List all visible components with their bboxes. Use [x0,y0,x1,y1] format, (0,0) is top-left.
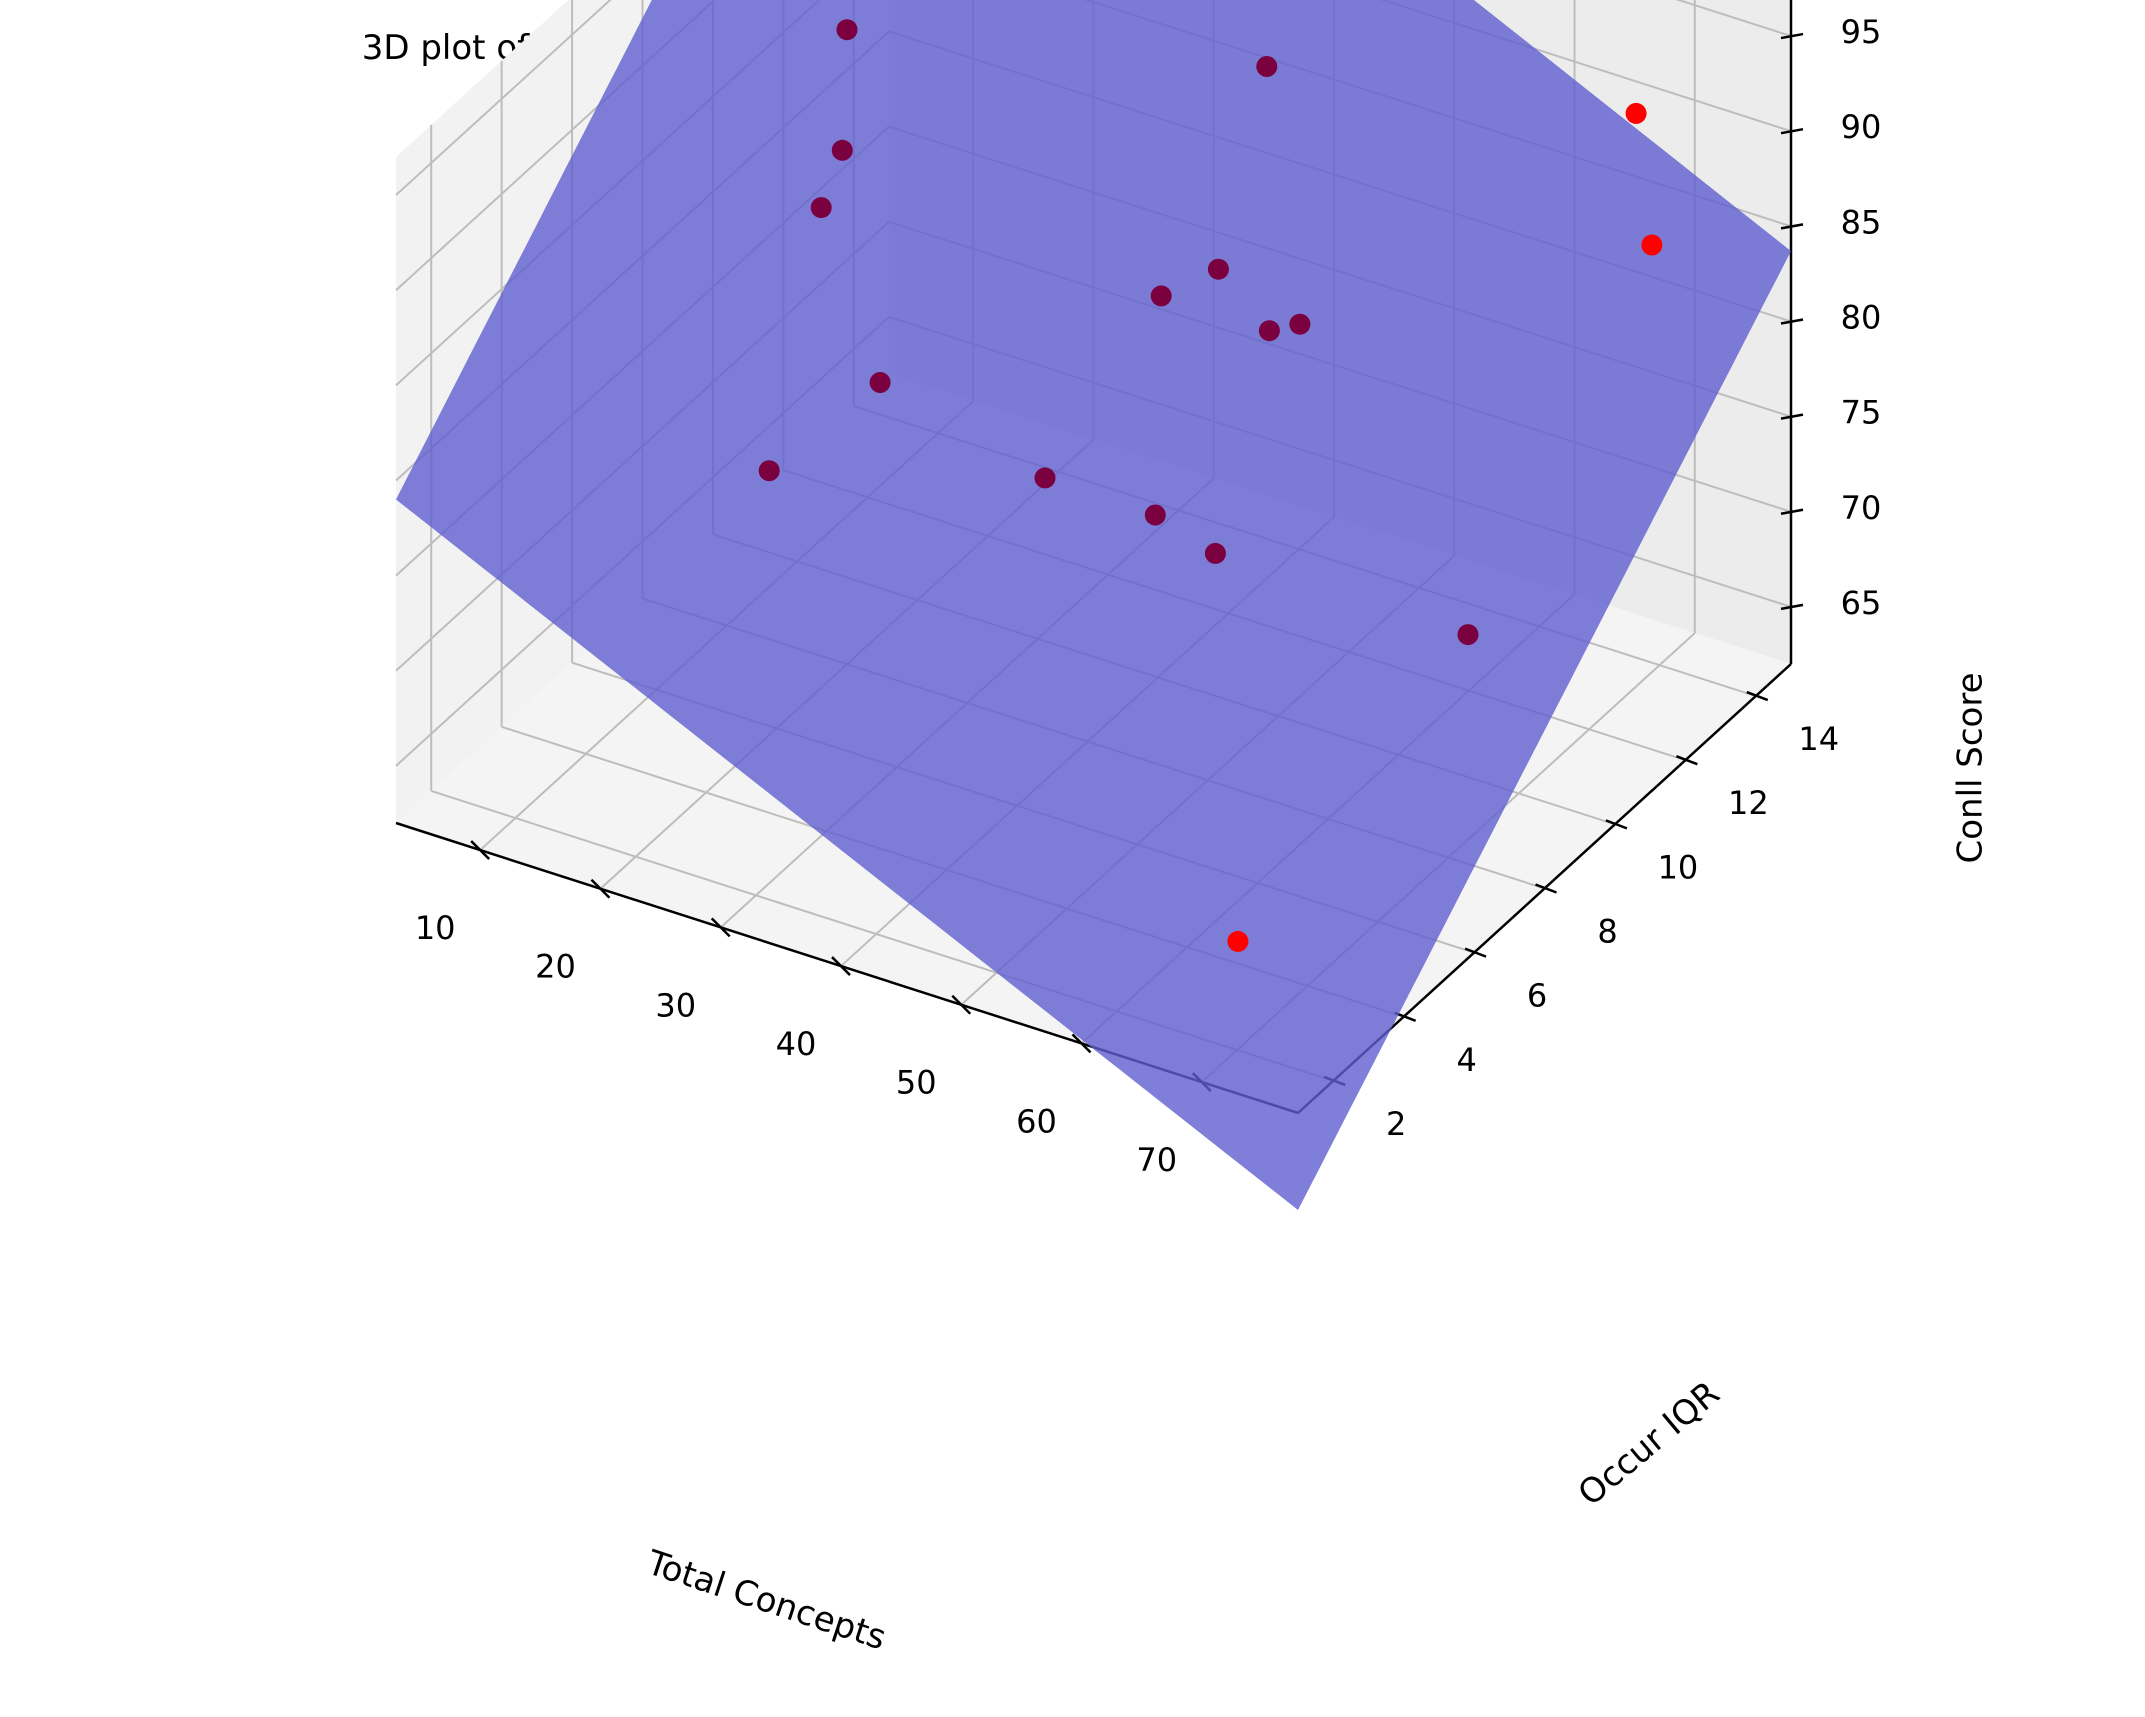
data-point [1144,504,1166,526]
z-tick-mark [1780,318,1804,325]
data-point [810,197,832,219]
x-tick-label: 20 [535,948,576,986]
z-tick-mark [1780,32,1804,40]
z-tick-mark [1780,413,1804,420]
y-tick-label: 12 [1728,784,1769,822]
y-tick-label: 14 [1798,720,1839,758]
z-tick-label: 65 [1841,584,1882,622]
x-tick-mark [590,878,611,899]
data-point [836,19,858,41]
z-tick-label: 90 [1841,108,1882,146]
x-tick-mark [710,917,731,938]
y-axis-title: Occur IQR [1571,1374,1728,1514]
data-point [1207,258,1229,280]
data-point [1256,56,1278,77]
grid-line [1379,0,1792,133]
z-tick-label: 70 [1841,489,1882,527]
y-tick-mark [1746,690,1769,702]
data-point [1641,234,1663,256]
x-tick-label: 30 [655,986,696,1024]
z-tick-mark [1780,223,1804,230]
z-tick-mark [1780,127,1804,135]
z-axis-title: Conll Score [1951,672,1991,863]
z-tick-label: 95 [1841,13,1882,51]
y-tick-label: 2 [1386,1105,1406,1143]
scatter-points [758,19,1663,952]
z-tick-mark [1780,508,1804,516]
data-point [1150,285,1172,307]
data-point [1227,930,1249,952]
y-tick-mark [1675,755,1698,766]
y-tick-mark [1605,819,1628,830]
y-tick-label: 8 [1597,913,1617,951]
y-tick-mark [1464,947,1487,958]
y-tick-label: 6 [1527,977,1547,1015]
x-tick-mark [470,840,491,860]
x-tick-label: 70 [1136,1141,1177,1179]
data-point [831,139,853,161]
z-tick-label: 75 [1841,394,1882,432]
regression-plane-surface [396,0,1791,1210]
y-tick-label: 10 [1658,848,1699,886]
x-tick-label: 50 [896,1064,937,1102]
x-tick-mark [951,994,972,1015]
z-tick-label: 85 [1841,203,1882,241]
data-point [1034,467,1056,489]
regression-plane [396,0,1791,1210]
y-tick-mark [1535,883,1557,894]
x-tick-label: 10 [415,909,456,947]
x-tick-mark [831,956,851,976]
tick-labels: 10 20 30 40 50 60 70 2 4 6 8 10 12 14 65 70 75 80 85 90 95 [415,13,1882,1179]
data-point [758,460,780,482]
x-tick-mark [1071,1033,1092,1054]
data-point [1289,313,1311,335]
x-tick-label: 60 [1016,1102,1057,1140]
x-tick-label: 40 [776,1025,817,1063]
grid-line [395,0,612,196]
data-point [1457,624,1479,646]
data-point [1204,542,1226,564]
z-tick-label: 80 [1841,298,1882,336]
y-tick-label: 4 [1456,1041,1476,1079]
data-point [869,372,891,393]
x-axis-title: Total Concepts [641,1542,891,1658]
data-point [1625,102,1647,124]
z-tick-mark [1780,603,1804,611]
data-point [1258,320,1280,342]
